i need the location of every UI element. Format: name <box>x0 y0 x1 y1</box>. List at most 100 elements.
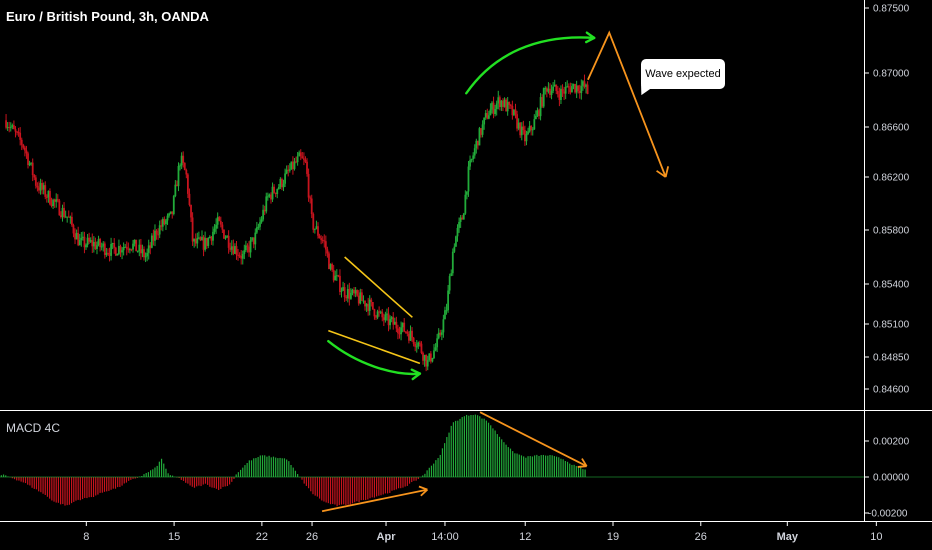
candle-body <box>190 204 192 218</box>
candle-body <box>563 91 565 94</box>
candle-body <box>462 213 465 220</box>
candle-body <box>426 360 429 367</box>
candle-body <box>439 332 442 335</box>
candle-body <box>429 353 432 362</box>
candle-body <box>155 230 158 235</box>
candle-body <box>365 303 368 307</box>
candle-body <box>85 245 87 248</box>
candle-body <box>448 276 451 291</box>
green-arc-top-head <box>585 36 596 44</box>
candle-body <box>445 310 448 312</box>
candle-body <box>569 87 572 93</box>
candle-body <box>376 311 379 318</box>
candle-body <box>194 238 197 244</box>
candle-body <box>329 264 332 270</box>
candle-body <box>525 134 528 142</box>
candle-body <box>276 189 279 194</box>
candle-body <box>168 213 170 216</box>
candle-body <box>271 186 274 200</box>
candle-body <box>371 301 374 310</box>
candle-body <box>498 97 501 108</box>
candle-body <box>47 191 50 198</box>
candle-body <box>42 185 45 190</box>
candle-body <box>549 88 551 95</box>
candle-body <box>49 191 51 205</box>
candle-body <box>160 225 163 227</box>
candle-body <box>36 185 39 188</box>
macd-scale[interactable]: 0.00200 0.00000 -0.00200 <box>864 437 910 520</box>
candle-body <box>199 237 202 241</box>
candle-body <box>304 159 307 162</box>
green-arc-bottom <box>327 339 422 376</box>
time-tick-label: May <box>777 531 799 543</box>
candle-body <box>425 354 428 367</box>
candle-body <box>461 217 464 220</box>
forecast-arrow-head <box>656 170 667 178</box>
macd-tick-label: 0.00000 <box>873 473 910 484</box>
candle-body <box>480 128 482 135</box>
candle-body <box>408 333 410 341</box>
candle-body <box>268 194 271 197</box>
candle-body <box>509 104 512 106</box>
candle-body <box>418 342 421 344</box>
price-tick-label: 0.86200 <box>873 173 910 184</box>
candle-body <box>527 131 529 135</box>
candle-body <box>103 243 106 255</box>
candle-body <box>33 175 36 178</box>
candle-body <box>265 196 268 212</box>
candle-body <box>428 353 431 361</box>
candle-body <box>266 196 269 198</box>
candle-body <box>440 332 443 335</box>
candle-body <box>91 240 94 247</box>
candle-body <box>497 97 500 104</box>
candle-body <box>451 251 454 274</box>
candle-body <box>351 289 354 293</box>
candle-body <box>287 169 290 171</box>
candle-body <box>475 140 478 149</box>
candle-body <box>282 183 285 188</box>
candle-body <box>210 236 213 241</box>
candle-body <box>221 224 224 230</box>
price-scale[interactable]: 0.87500 0.87000 0.86600 0.86200 0.85800 0.854… <box>864 4 910 396</box>
candle-body <box>298 152 301 157</box>
candle-body <box>251 237 254 241</box>
time-tick-label: 15 <box>168 531 180 543</box>
indicator-label[interactable]: MACD 4C <box>6 421 61 435</box>
time-tick-label: 12 <box>519 531 531 543</box>
candle-body <box>110 243 112 256</box>
forecast-arrow-head <box>664 166 670 178</box>
candle-body <box>302 158 305 160</box>
candle-body <box>542 88 545 107</box>
macd-tick-label: 0.00200 <box>873 437 910 448</box>
candle-body <box>357 295 360 304</box>
candle-body <box>165 220 167 225</box>
candle-body <box>360 292 363 301</box>
candle-body <box>469 160 471 167</box>
candle-body <box>415 346 418 348</box>
candle-body <box>177 166 180 187</box>
candle-body <box>202 236 205 250</box>
time-scale[interactable]: 8 15 22 26 Apr 14:00 12 19 26 May 10 <box>83 521 882 543</box>
candle-body <box>128 249 131 251</box>
green-arc-top <box>465 36 596 95</box>
candle-body <box>259 222 261 227</box>
candle-body <box>530 125 533 131</box>
candle-body <box>185 170 188 175</box>
price-tick-label: 0.85400 <box>873 280 910 291</box>
candle-body <box>343 287 346 297</box>
candle-body <box>387 313 390 326</box>
candle-body <box>183 162 186 171</box>
candle-body <box>229 247 232 250</box>
candle-body <box>390 317 393 320</box>
candle-body <box>72 225 75 234</box>
candle-body <box>473 148 476 156</box>
candle-body <box>122 247 125 251</box>
candle-body <box>61 207 64 218</box>
callout-note[interactable]: Wave expected <box>641 59 725 89</box>
candle-body <box>403 322 406 332</box>
time-tick-label: 22 <box>256 531 268 543</box>
candle-body <box>158 225 161 235</box>
time-tick-label: Apr <box>377 531 397 543</box>
candle-body <box>284 173 286 184</box>
